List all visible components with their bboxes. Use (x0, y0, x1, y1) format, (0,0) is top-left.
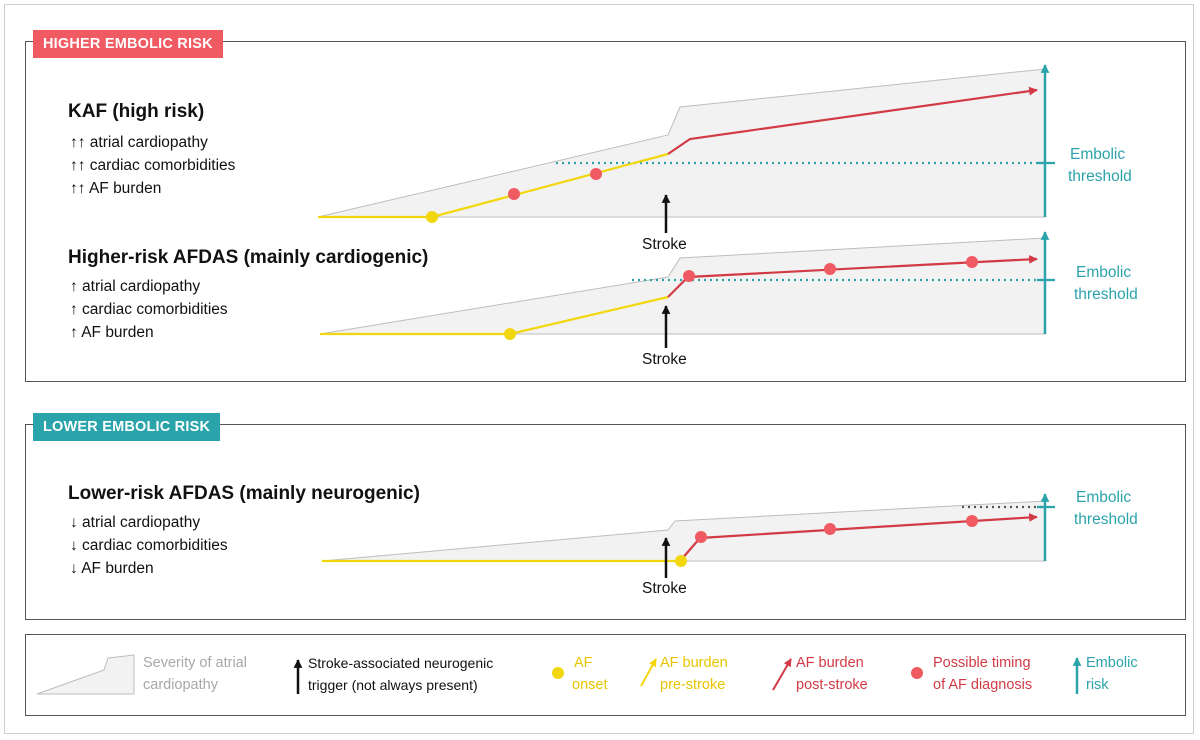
higher-afdas-cardiopathy-area (319, 237, 1046, 335)
higher-afdas-stroke-label: Stroke (642, 351, 687, 368)
lower-risk-tag: LOWER EMBOLIC RISK (33, 413, 221, 441)
legend-diagnosis-icon (911, 667, 923, 679)
higher-afdas-title: Higher-risk AFDAS (mainly cardiogenic) (68, 247, 429, 268)
lower-afdas-title: Lower-risk AFDAS (mainly neurogenic) (68, 483, 420, 504)
legend-post-stroke-arrow-icon (772, 658, 792, 691)
lower-afdas-embolic-label-line1: Embolic (1076, 489, 1132, 506)
kaf-feature-comorbidities: ↑↑ cardiac comorbidities (70, 157, 236, 174)
lower-afdas-embolic-label-line2: threshold (1074, 511, 1138, 528)
lower-afdas-feature-atrial: ↓ atrial cardiopathy (70, 514, 201, 531)
legend-pre-line2: pre-stroke (660, 677, 726, 693)
higher-afdas-diagnosis-dot (683, 270, 695, 282)
kaf-feature-burden: ↑↑ AF burden (70, 180, 162, 197)
legend-pre-stroke-text: AF burden pre-stroke (660, 652, 728, 696)
legend-af-onset-text: AF onset (572, 652, 607, 696)
legend-embolic-risk-text: Embolic risk (1086, 652, 1138, 696)
kaf-stroke-label: Stroke (642, 236, 687, 253)
higher-afdas-feature-comorbidities: ↑ cardiac comorbidities (70, 301, 228, 318)
kaf-diagnosis-dot (508, 188, 520, 200)
legend-post-line1: AF burden (796, 655, 864, 671)
lower-afdas-stroke-label: Stroke (642, 580, 687, 597)
kaf-cardiopathy-area (317, 68, 1046, 218)
lower-afdas-diagram (321, 493, 1055, 578)
lower-afdas-cardiopathy-area (321, 500, 1046, 562)
legend-post-stroke-text: AF burden post-stroke (796, 652, 868, 696)
legend-pre-stroke-arrow-icon (640, 658, 657, 687)
kaf-diagram (317, 64, 1055, 233)
legend-af-onset-icon (552, 667, 564, 679)
lower-afdas-embolic-threshold-label: Embolic threshold (1074, 487, 1138, 531)
legend-post-line2: post-stroke (796, 677, 868, 693)
kaf-diagnosis-dot (590, 168, 602, 180)
lower-afdas-diagnosis-dot (966, 515, 978, 527)
legend-severity-line1: Severity of atrial (143, 655, 247, 671)
legend-severity-line2: cardiopathy (143, 677, 218, 693)
legend-trigger-text: Stroke-associated neurogenic trigger (no… (308, 652, 493, 696)
legend-trigger-line2: trigger (not always present) (308, 677, 478, 693)
figure-frame (4, 4, 1194, 734)
legend-pre-line1: AF burden (660, 655, 728, 671)
kaf-feature-list: ↑↑ atrial cardiopathy ↑↑ cardiac comorbi… (70, 131, 235, 200)
legend-embolic-line2: risk (1086, 677, 1109, 693)
higher-risk-tag: HIGHER EMBOLIC RISK (33, 30, 223, 58)
legend-trigger-line1: Stroke-associated neurogenic (308, 655, 494, 671)
legend-diag-line1: Possible timing (933, 655, 1031, 671)
legend-af-onset-line2: onset (572, 677, 608, 693)
legend-af-onset-line1: AF (574, 655, 593, 671)
higher-afdas-diagnosis-dot (824, 263, 836, 275)
kaf-embolic-label-line2: threshold (1068, 168, 1132, 185)
kaf-burden-post-stroke (667, 86, 1038, 155)
lower-afdas-feature-burden: ↓ AF burden (70, 560, 154, 577)
higher-afdas-embolic-label-line2: threshold (1074, 286, 1138, 303)
legend-diag-line2: of AF diagnosis (933, 677, 1033, 693)
lower-afdas-feature-comorbidities: ↓ cardiac comorbidities (70, 537, 228, 554)
lower-afdas-af-onset-dot (675, 555, 687, 567)
higher-afdas-feature-burden: ↑ AF burden (70, 324, 154, 341)
legend-severity-text: Severity of atrial cardiopathy (143, 652, 247, 696)
kaf-embolic-threshold-label: Embolic threshold (1068, 144, 1132, 188)
higher-afdas-feature-atrial: ↑ atrial cardiopathy (70, 278, 201, 295)
higher-afdas-diagnosis-dot (966, 256, 978, 268)
lower-afdas-diagnosis-dot (695, 531, 707, 543)
legend-cardiopathy-icon (36, 654, 135, 695)
kaf-embolic-label-line1: Embolic (1070, 146, 1126, 163)
kaf-title: KAF (high risk) (68, 101, 205, 122)
higher-afdas-diagram (319, 231, 1055, 348)
lower-afdas-diagnosis-dot (824, 523, 836, 535)
lower-afdas-feature-list: ↓ atrial cardiopathy ↓ cardiac comorbidi… (70, 511, 228, 580)
higher-afdas-embolic-label-line1: Embolic (1076, 264, 1132, 281)
kaf-af-onset-dot (426, 211, 438, 223)
higher-afdas-embolic-threshold-label: Embolic threshold (1074, 262, 1138, 306)
legend-diagnosis-text: Possible timing of AF diagnosis (933, 652, 1032, 696)
legend-embolic-line1: Embolic (1086, 655, 1138, 671)
legend-panel (25, 634, 1186, 716)
legend-icons (36, 654, 1082, 695)
kaf-feature-atrial: ↑↑ atrial cardiopathy (70, 134, 208, 151)
higher-afdas-af-onset-dot (504, 328, 516, 340)
higher-afdas-feature-list: ↑ atrial cardiopathy ↑ cardiac comorbidi… (70, 275, 228, 344)
